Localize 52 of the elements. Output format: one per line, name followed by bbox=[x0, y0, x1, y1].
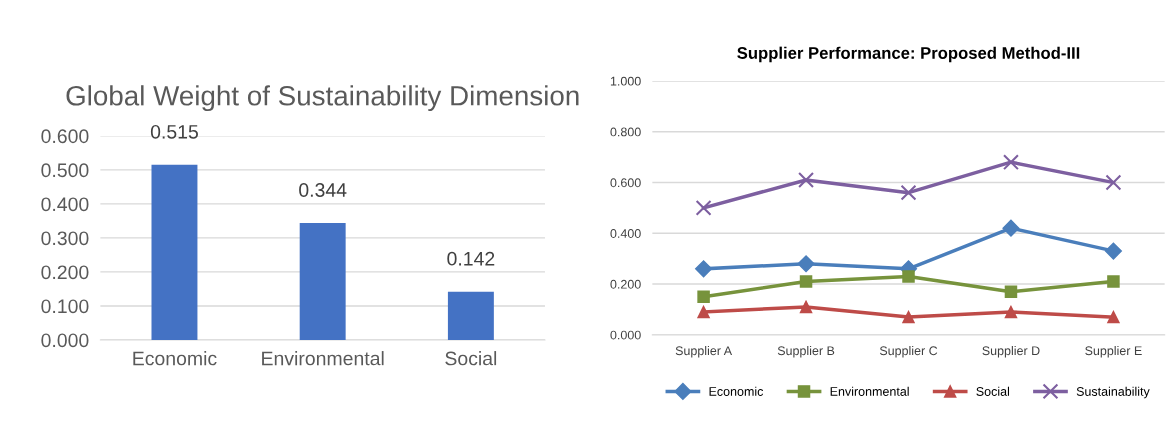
point bbox=[799, 300, 813, 314]
x-tick-label: Environmental bbox=[262, 351, 384, 366]
chart-title: Global Weight of Sustainability Dimension bbox=[66, 85, 579, 112]
x-tick-label: Supplier B bbox=[777, 345, 835, 358]
y-tick-label: 0.300 bbox=[41, 231, 89, 246]
point bbox=[697, 305, 710, 319]
x-tick-label: Supplier C bbox=[879, 345, 938, 358]
data-label: 0.142 bbox=[447, 251, 495, 266]
x-tick-label: Supplier D bbox=[982, 345, 1040, 358]
point bbox=[697, 290, 710, 304]
legend-label: Environmental bbox=[830, 386, 909, 396]
point bbox=[1002, 219, 1020, 237]
data-label: 0.515 bbox=[150, 124, 198, 139]
legend-label: Sustainability bbox=[1076, 386, 1150, 399]
point bbox=[902, 270, 915, 283]
y-tick-label: 0.000 bbox=[41, 333, 89, 348]
legend-label: Economic bbox=[709, 386, 764, 396]
point bbox=[799, 275, 813, 288]
bar bbox=[151, 164, 198, 340]
point bbox=[695, 199, 712, 216]
x-tick-label: Supplier E bbox=[1085, 345, 1142, 358]
point bbox=[798, 171, 815, 188]
chart-title: Supplier Performance: Proposed Method-III bbox=[737, 46, 1080, 63]
point bbox=[902, 310, 915, 324]
point bbox=[1104, 242, 1122, 260]
point bbox=[1107, 275, 1120, 288]
data-label: 0.344 bbox=[299, 183, 347, 197]
y-tick-label: 0.100 bbox=[41, 299, 89, 314]
y-tick-label: 0.800 bbox=[610, 127, 641, 137]
y-tick-label: 0.500 bbox=[41, 163, 89, 178]
point bbox=[1002, 154, 1019, 171]
point bbox=[900, 184, 917, 201]
y-tick-label: 0.200 bbox=[610, 279, 641, 289]
bar bbox=[447, 291, 494, 340]
y-tick-label: 0.600 bbox=[610, 178, 641, 188]
y-tick-label: 0.200 bbox=[41, 265, 89, 280]
y-tick-label: 0.600 bbox=[41, 129, 89, 144]
x-tick-label: Social bbox=[445, 351, 497, 366]
y-tick-label: 0.400 bbox=[41, 197, 89, 212]
bar bbox=[299, 222, 346, 340]
point bbox=[1004, 285, 1018, 298]
point bbox=[695, 260, 713, 278]
x-tick-label: Supplier A bbox=[675, 345, 733, 358]
point bbox=[797, 255, 815, 273]
point bbox=[1004, 305, 1018, 319]
legend-label: Social bbox=[976, 386, 1010, 396]
y-tick-label: 0.400 bbox=[610, 229, 641, 238]
y-tick-label: 0.000 bbox=[610, 330, 641, 340]
x-tick-label: Economic bbox=[133, 351, 217, 366]
point bbox=[1107, 310, 1120, 324]
y-tick-label: 1.000 bbox=[610, 76, 641, 86]
point bbox=[1105, 174, 1122, 191]
